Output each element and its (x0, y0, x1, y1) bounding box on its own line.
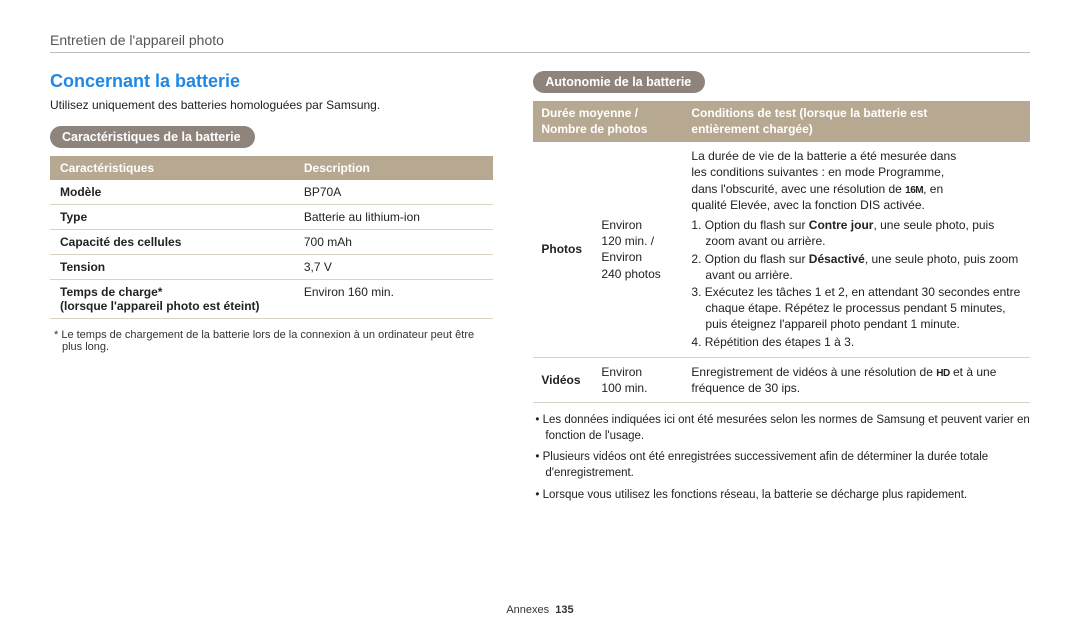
note-item: Plusieurs vidéos ont été enregistrées su… (533, 450, 1030, 481)
life-dur-photos: Environ 120 min. / Environ 240 photos (593, 142, 683, 357)
life-cond-photos: La durée de vie de la batterie a été mes… (683, 142, 1030, 357)
life-row-photos: Photos Environ 120 min. / Environ 240 ph… (533, 142, 1030, 357)
table-row: Tension 3,7 V (50, 255, 493, 280)
spec-th-right: Description (294, 156, 494, 180)
life-cat-videos: Vidéos (533, 357, 593, 403)
spec-pill: Caractéristiques de la batterie (50, 126, 255, 148)
life-row-videos: Vidéos Environ 100 min. Enregistrement d… (533, 357, 1030, 403)
spec-val: Environ 160 min. (294, 280, 494, 319)
life-th-left: Durée moyenne / Nombre de photos (533, 101, 683, 142)
page-header: Entretien de l'appareil photo (50, 32, 1030, 48)
life-cat-photos: Photos (533, 142, 593, 357)
table-row: Type Batterie au lithium-ion (50, 205, 493, 230)
notes-list: Les données indiquées ici ont été mesuré… (533, 413, 1030, 503)
life-cond-videos: Enregistrement de vidéos à une résolutio… (683, 357, 1030, 403)
life-table: Durée moyenne / Nombre de photos Conditi… (533, 101, 1030, 403)
content-columns: Concernant la batterie Utilisez uniqueme… (50, 71, 1030, 509)
spec-key: Capacité des cellules (50, 230, 294, 255)
spec-val: 3,7 V (294, 255, 494, 280)
spec-val: 700 mAh (294, 230, 494, 255)
left-column: Concernant la batterie Utilisez uniqueme… (50, 71, 493, 509)
note-item: Les données indiquées ici ont été mesuré… (533, 413, 1030, 444)
table-row: Modèle BP70A (50, 180, 493, 205)
intro-text: Utilisez uniquement des batteries homolo… (50, 98, 493, 112)
spec-key: Type (50, 205, 294, 230)
spec-val: Batterie au lithium-ion (294, 205, 494, 230)
spec-table: Caractéristiques Description Modèle BP70… (50, 156, 493, 319)
page-number: 135 (555, 604, 573, 616)
header-divider (50, 52, 1030, 53)
table-row: Capacité des cellules 700 mAh (50, 230, 493, 255)
life-dur-videos: Environ 100 min. (593, 357, 683, 403)
footer-label: Annexes (506, 604, 549, 616)
life-pill: Autonomie de la batterie (533, 71, 705, 93)
spec-key: Temps de charge* (lorsque l'appareil pho… (50, 280, 294, 319)
right-column: Autonomie de la batterie Durée moyenne /… (533, 71, 1030, 509)
spec-footnote: * Le temps de chargement de la batterie … (50, 329, 493, 353)
spec-val: BP70A (294, 180, 494, 205)
spec-key: Tension (50, 255, 294, 280)
resolution-16m-icon: 16M (905, 184, 923, 198)
table-row: Temps de charge* (lorsque l'appareil pho… (50, 280, 493, 319)
note-item: Lorsque vous utilisez les fonctions rése… (533, 488, 1030, 504)
life-th-right: Conditions de test (lorsque la batterie … (683, 101, 1030, 142)
section-title: Concernant la batterie (50, 71, 493, 92)
spec-th-left: Caractéristiques (50, 156, 294, 180)
page-footer: Annexes 135 (0, 604, 1080, 616)
resolution-hd-icon: HD (936, 367, 949, 381)
spec-key: Modèle (50, 180, 294, 205)
